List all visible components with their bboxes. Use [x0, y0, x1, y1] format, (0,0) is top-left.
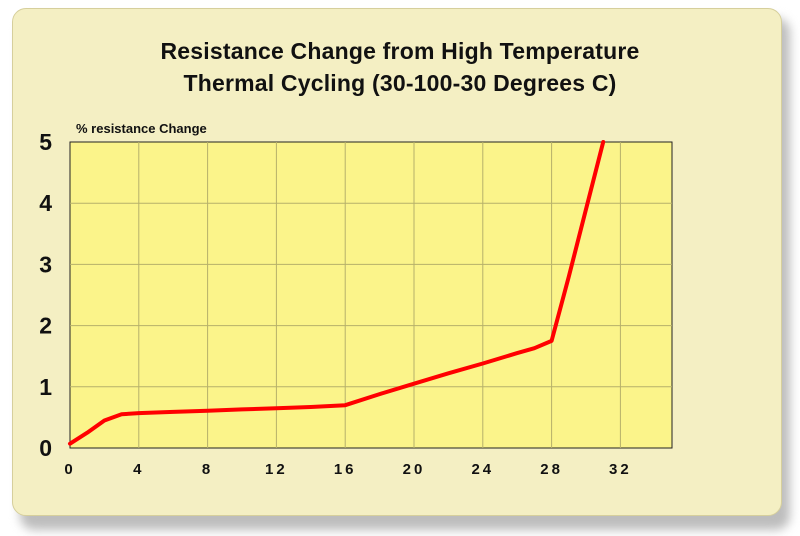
x-tick-label: 32: [609, 461, 632, 478]
chart-title-line-2: Thermal Cycling (30-100-30 Degrees C): [183, 70, 617, 96]
grid-lines: [70, 142, 672, 448]
x-axis-ticks: 0 4 8 12 16 20 24 28 32: [64, 461, 632, 478]
series-group: [68, 140, 606, 446]
y-tick-label: 2: [39, 313, 52, 339]
x-tick-label: 4: [133, 461, 144, 478]
y-tick-label: 0: [39, 435, 52, 461]
y-tick-label: 3: [39, 251, 52, 277]
y-axis-label: % resistance Change: [76, 121, 207, 136]
x-tick-label: 28: [540, 461, 563, 478]
series-line-1: [68, 140, 606, 446]
x-tick-label: 12: [265, 461, 288, 478]
x-tick-label: 16: [334, 461, 357, 478]
chart-title-line-1: Resistance Change from High Temperature: [160, 38, 640, 64]
x-tick-label: 24: [471, 461, 494, 478]
y-tick-label: 1: [39, 374, 52, 400]
y-tick-label: 4: [39, 190, 52, 216]
y-tick-label: 5: [39, 129, 52, 155]
x-tick-label: 20: [403, 461, 426, 478]
y-axis-ticks: 0 1 2 3 4 5: [39, 129, 52, 461]
x-tick-label: 0: [64, 461, 75, 478]
x-tick-label: 8: [202, 461, 213, 478]
plot-area: [69, 141, 673, 449]
